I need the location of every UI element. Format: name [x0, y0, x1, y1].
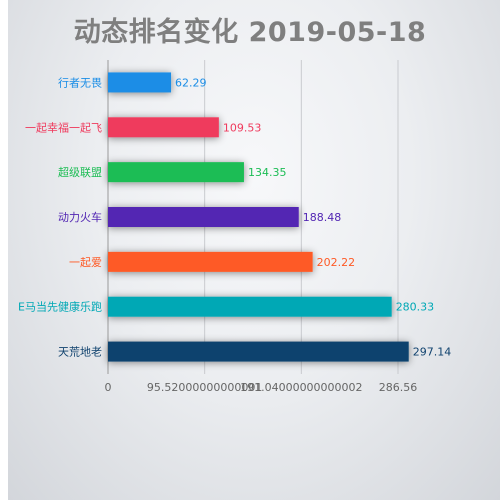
value-label: 280.33	[396, 301, 435, 314]
bar	[108, 341, 409, 362]
x-tick-label: 286.56	[379, 381, 418, 394]
category-label: E马当先健康乐跑	[18, 300, 102, 314]
category-label: 天荒地老	[58, 346, 102, 359]
value-label: 297.14	[413, 346, 452, 359]
category-label: 超级联盟	[58, 165, 102, 179]
bar	[108, 296, 392, 317]
x-tick-label: 191.04000000000002	[240, 381, 362, 394]
x-tick-label: 95.52000000000001	[147, 381, 262, 394]
category-label: 一起幸福一起飞	[25, 120, 102, 134]
chart-background	[8, 0, 500, 500]
value-label: 202.22	[317, 256, 356, 269]
bar	[108, 207, 299, 227]
value-label: 188.48	[303, 211, 342, 224]
chart-title: 动态排名变化 2019-05-18	[73, 17, 427, 48]
value-label: 62.29	[175, 76, 207, 89]
category-label: 一起爱	[69, 256, 102, 269]
bar	[108, 251, 313, 272]
value-label: 134.35	[248, 166, 287, 179]
bar	[108, 162, 244, 183]
bar	[108, 72, 172, 93]
x-tick-label: 0	[105, 381, 112, 394]
category-label: 动力火车	[58, 210, 102, 224]
value-label: 109.53	[223, 121, 262, 134]
category-label: 行者无畏	[58, 76, 102, 89]
bar	[108, 117, 219, 138]
